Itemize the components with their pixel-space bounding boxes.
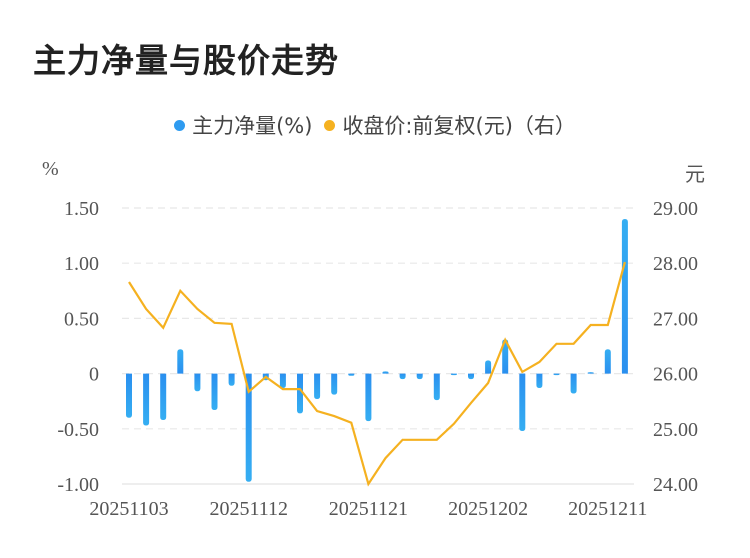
net-flow-bar[interactable]: [382, 371, 389, 374]
net-flow-bars: [126, 219, 628, 482]
net-flow-bar[interactable]: [502, 339, 509, 374]
net-flow-bar[interactable]: [416, 373, 423, 380]
right-axis-tick: 29.00: [653, 198, 698, 220]
net-flow-bar[interactable]: [450, 373, 457, 376]
right-axis-tick: 25.00: [653, 419, 698, 441]
net-flow-bar[interactable]: [194, 373, 201, 392]
x-axis-tick: 20251202: [448, 498, 528, 520]
net-flow-bar[interactable]: [485, 360, 492, 374]
net-flow-bar[interactable]: [279, 373, 286, 388]
right-axis-tick: 26.00: [653, 364, 698, 386]
net-flow-bar[interactable]: [297, 373, 303, 414]
net-flow-bar[interactable]: [433, 373, 440, 401]
net-flow-bar[interactable]: [314, 373, 321, 399]
right-axis-ticks: 29.00 28.00 27.00 26.00 25.00 24.00: [653, 198, 698, 496]
chart-legend: 主力净量(%) 收盘价:前复权(元)（右）: [0, 110, 750, 140]
net-flow-bar[interactable]: [143, 373, 150, 426]
legend-label-net-flow: 主力净量(%): [192, 114, 313, 138]
right-axis-tick: 24.00: [653, 474, 698, 496]
chart-title: 主力净量与股价走势: [33, 41, 339, 80]
left-axis-tick: 1.50: [64, 198, 99, 220]
x-axis-tick: 20251121: [329, 498, 408, 520]
legend-label-close-price: 收盘价:前复权(元)（右）: [342, 114, 576, 138]
x-axis-tick: 20251103: [89, 498, 168, 520]
net-flow-bar[interactable]: [245, 373, 252, 482]
legend-item-close-price[interactable]: 收盘价:前复权(元)（右）: [324, 110, 576, 140]
left-axis-tick: 0.50: [64, 308, 99, 330]
net-flow-bar[interactable]: [553, 373, 560, 376]
close-price-line: [128, 261, 626, 487]
gridlines: [122, 207, 634, 485]
net-flow-bar[interactable]: [399, 373, 406, 380]
right-axis-tick: 28.00: [653, 253, 698, 275]
left-axis-tick: -1.00: [57, 474, 99, 496]
right-axis-tick: 27.00: [653, 308, 698, 330]
x-axis-tick: 20251211: [568, 498, 647, 520]
net-flow-bar[interactable]: [587, 372, 594, 374]
left-axis-ticks: 1.50 1.00 0.50 0 -0.50 -1.00: [57, 198, 99, 496]
net-flow-bar[interactable]: [365, 373, 372, 422]
x-axis-tick: 20251112: [209, 498, 288, 520]
left-axis-tick: 1.00: [64, 253, 99, 275]
close-price-polyline[interactable]: [128, 261, 626, 487]
net-flow-bar[interactable]: [228, 373, 235, 386]
legend-item-net-flow[interactable]: 主力净量(%): [174, 110, 312, 140]
net-flow-bar[interactable]: [211, 373, 218, 411]
left-axis-tick: 0: [89, 364, 99, 386]
net-flow-bar[interactable]: [126, 373, 132, 418]
net-flow-bar[interactable]: [621, 219, 628, 374]
legend-dot-orange-icon: [324, 119, 336, 131]
net-flow-bar[interactable]: [348, 373, 355, 376]
right-axis-unit: 元: [685, 162, 705, 186]
legend-dot-blue-icon: [174, 119, 186, 131]
left-axis-tick: -0.50: [57, 419, 99, 441]
net-flow-bar[interactable]: [177, 349, 184, 374]
left-axis-unit: %: [42, 158, 59, 180]
net-flow-bar[interactable]: [519, 373, 526, 432]
net-flow-bar[interactable]: [468, 373, 474, 380]
net-flow-bar[interactable]: [160, 373, 167, 420]
net-flow-bar[interactable]: [570, 373, 577, 394]
net-flow-bar[interactable]: [604, 349, 611, 374]
net-flow-bar[interactable]: [331, 373, 338, 395]
x-axis-labels: 20251103 20251112 20251121 20251202 20251211: [89, 498, 647, 520]
net-flow-bar[interactable]: [536, 373, 543, 388]
